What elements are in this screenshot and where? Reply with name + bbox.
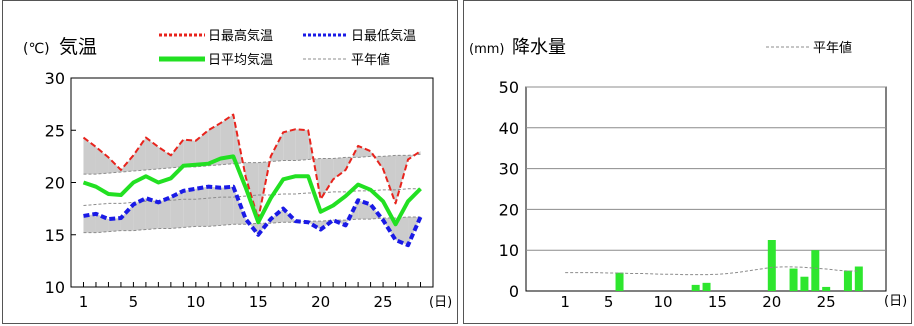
- precipitation-plot-area: [525, 86, 887, 292]
- temperature-x-tick-label: 25: [374, 293, 393, 311]
- precipitation-y-tick-label: 40: [499, 119, 519, 138]
- precipitation-unit-label: (mm): [469, 42, 504, 57]
- normal-min-line: [83, 216, 421, 234]
- precipitation-x-tick-label: 10: [653, 293, 672, 311]
- max-departure-shade: [95, 146, 109, 175]
- min-departure-shade: [295, 221, 309, 223]
- temperature-x-tick-label: 20: [311, 293, 330, 311]
- temperature-y-tick-label: 20: [45, 174, 65, 193]
- daily-mean-line: [82, 154, 422, 227]
- precipitation-x-tick-label: 25: [817, 293, 836, 311]
- temperature-x-tick-label: 15: [249, 293, 268, 311]
- max-departure-shade: [345, 145, 359, 170]
- temperature-y-tick-label: 30: [45, 69, 65, 88]
- precipitation-bar: [691, 284, 700, 291]
- legend-normal-label: 平年値: [351, 52, 390, 68]
- min-departure-shade: [145, 198, 159, 230]
- precipitation-bar: [811, 250, 820, 291]
- normal-max-line: [83, 153, 421, 175]
- max-departure-shade: [295, 129, 309, 161]
- max-departure-shade: [195, 130, 209, 167]
- max-departure-shade: [320, 158, 334, 200]
- precipitation-normal-line: [565, 266, 859, 276]
- min-departure-shade: [133, 198, 146, 231]
- temperature-y-tick-label: 10: [45, 278, 65, 297]
- precipitation-bar: [615, 272, 624, 291]
- temperature-x-end-label: (日): [429, 295, 452, 310]
- precipitation-x-tick-label: 1: [560, 293, 570, 311]
- min-departure-shade: [220, 186, 234, 226]
- precipitation-bar: [843, 270, 852, 291]
- precipitation-bar: [800, 276, 809, 291]
- precipitation-y-tick-label: 20: [499, 200, 519, 219]
- temperature-chart-panel: (℃) 気温 日最高気温 日最低気温 日平均気温 平年値 10 15 20 25 30 1…: [2, 0, 458, 324]
- max-departure-shade: [183, 139, 196, 167]
- min-departure-shade: [158, 197, 171, 229]
- temperature-x-tick-label: 1: [79, 293, 89, 311]
- max-departure-shade: [83, 137, 96, 175]
- temperature-chart: (℃) 気温 日最高気温 日最低気温 日平均気温 平年値 10152025301…: [23, 28, 452, 311]
- max-departure-shade: [245, 162, 259, 220]
- max-departure-shade: [333, 157, 346, 180]
- precipitation-chart-panel: (mm) 降水量 平年値 0 10 20 30 40 50 1 5 10 15 20 25 (日): [463, 0, 912, 324]
- legend-mean-label: 日平均気温: [208, 52, 273, 68]
- max-departure-shade: [133, 137, 146, 172]
- precipitation-bar: [789, 268, 798, 291]
- min-departure-shade: [195, 186, 209, 227]
- legend-min-label: 日最低気温: [351, 28, 416, 44]
- max-departure-shade: [170, 139, 184, 168]
- temperature-unit-label: (℃): [23, 41, 50, 57]
- max-departure-shade: [358, 145, 371, 158]
- legend-rain-normal-label: 平年値: [813, 40, 852, 56]
- min-departure-shade: [408, 216, 421, 246]
- precipitation-y-tick-label: 50: [499, 78, 519, 97]
- max-departure-shade: [383, 155, 396, 204]
- max-departure-shade: [158, 146, 171, 169]
- max-departure-shade: [283, 129, 296, 161]
- temperature-x-tick-label: 10: [186, 293, 205, 311]
- temperature-y-tick-label: 15: [45, 226, 65, 245]
- precipitation-y-tick-label: 0: [509, 282, 519, 301]
- max-departure-shade: [308, 130, 321, 200]
- precipitation-bar: [854, 266, 863, 291]
- temperature-chart-title: 気温: [59, 36, 97, 58]
- min-departure-shade: [395, 216, 409, 246]
- precipitation-x-tick-label: 15: [708, 293, 727, 311]
- precipitation-x-tick-label: 5: [604, 293, 614, 311]
- legend-max-label: 日最高気温: [208, 28, 273, 44]
- precipitation-bar: [702, 282, 711, 291]
- max-departure-shade: [220, 114, 234, 165]
- precipitation-bar: [822, 286, 831, 291]
- temperature-legend: 日最高気温 日最低気温 日平均気温 平年値: [159, 28, 416, 68]
- min-departure-shade: [108, 218, 121, 232]
- max-departure-shade: [370, 151, 384, 169]
- temperature-x-tick-label: 5: [129, 293, 139, 311]
- precipitation-x-tick-label: 20: [762, 293, 781, 311]
- precipitation-y-tick-label: 10: [499, 241, 519, 260]
- precipitation-y-tick-label: 30: [499, 160, 519, 179]
- daily-min-line: [83, 184, 423, 248]
- precipitation-legend: 平年値: [766, 40, 852, 56]
- precipitation-bar: [767, 240, 776, 291]
- precipitation-chart-title: 降水量: [512, 37, 566, 58]
- min-departure-shade: [83, 213, 96, 233]
- min-departure-shade: [120, 204, 134, 231]
- min-departure-shade: [183, 188, 196, 228]
- precipitation-x-end-label: (日): [884, 294, 907, 309]
- temperature-y-tick-label: 25: [45, 121, 65, 140]
- min-departure-shade: [208, 186, 221, 227]
- max-departure-shade: [208, 122, 221, 166]
